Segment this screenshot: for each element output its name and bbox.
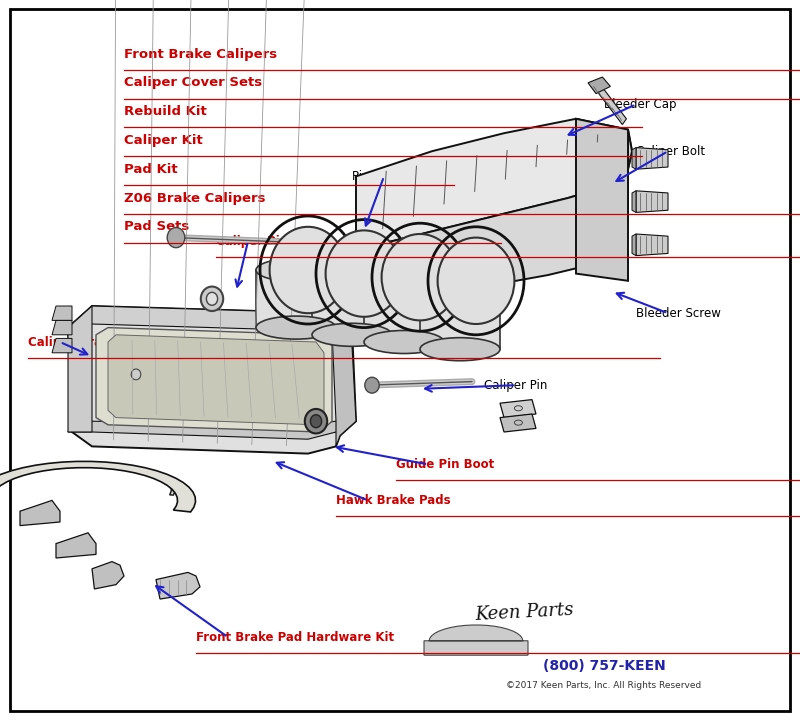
Polygon shape: [636, 191, 668, 212]
Ellipse shape: [256, 258, 336, 282]
Ellipse shape: [420, 280, 500, 303]
Ellipse shape: [305, 409, 327, 433]
Polygon shape: [156, 572, 200, 599]
Polygon shape: [0, 462, 195, 512]
Text: Rebuild Kit: Rebuild Kit: [124, 105, 206, 118]
Polygon shape: [68, 306, 356, 454]
Polygon shape: [632, 148, 636, 169]
Text: Caliper Bolt: Caliper Bolt: [636, 145, 705, 158]
Polygon shape: [68, 306, 92, 432]
Polygon shape: [312, 277, 392, 335]
Text: Hawk Brake Pads: Hawk Brake Pads: [336, 494, 450, 507]
Polygon shape: [364, 284, 444, 342]
Ellipse shape: [126, 364, 146, 385]
Text: Front Brake Pad Hardware Kit: Front Brake Pad Hardware Kit: [196, 631, 394, 644]
Polygon shape: [500, 400, 536, 418]
Text: Caliper Pin: Caliper Pin: [484, 379, 547, 392]
Polygon shape: [56, 533, 96, 558]
Ellipse shape: [312, 323, 392, 346]
Polygon shape: [52, 306, 72, 320]
Ellipse shape: [201, 287, 223, 311]
Text: Caliper Cover Sets: Caliper Cover Sets: [124, 76, 262, 89]
Polygon shape: [68, 306, 352, 346]
Ellipse shape: [326, 230, 402, 317]
Polygon shape: [92, 562, 124, 589]
Text: Z06 Brake Calipers: Z06 Brake Calipers: [124, 192, 266, 204]
Text: Keen Parts: Keen Parts: [474, 600, 574, 624]
Polygon shape: [352, 130, 632, 310]
Polygon shape: [632, 234, 636, 256]
Polygon shape: [20, 500, 60, 526]
Text: Caliper Bracket: Caliper Bracket: [28, 336, 130, 348]
Ellipse shape: [382, 234, 458, 320]
Ellipse shape: [364, 273, 444, 296]
Polygon shape: [576, 119, 628, 281]
Polygon shape: [420, 292, 500, 349]
Polygon shape: [68, 410, 356, 439]
Ellipse shape: [256, 316, 336, 339]
Polygon shape: [632, 191, 636, 212]
Ellipse shape: [167, 228, 185, 248]
Text: (800) 757-KEEN: (800) 757-KEEN: [542, 659, 666, 673]
Polygon shape: [596, 84, 626, 125]
Text: Piston Seal: Piston Seal: [352, 170, 417, 183]
Ellipse shape: [312, 266, 392, 289]
Text: Caliper Piston: Caliper Piston: [216, 235, 309, 248]
Polygon shape: [52, 338, 72, 353]
Text: Bleeder Cap: Bleeder Cap: [604, 98, 677, 111]
Ellipse shape: [131, 369, 141, 380]
Polygon shape: [108, 335, 324, 425]
Ellipse shape: [420, 338, 500, 361]
Polygon shape: [96, 328, 332, 432]
Polygon shape: [0, 462, 175, 495]
Ellipse shape: [206, 292, 218, 305]
Text: Caliper Kit: Caliper Kit: [124, 134, 202, 147]
Polygon shape: [500, 414, 536, 432]
Text: Front Brake Calipers: Front Brake Calipers: [124, 48, 277, 60]
Ellipse shape: [270, 227, 346, 313]
Polygon shape: [424, 625, 528, 655]
Polygon shape: [52, 320, 72, 335]
Polygon shape: [636, 234, 668, 256]
Ellipse shape: [310, 415, 322, 428]
Ellipse shape: [364, 330, 444, 354]
Text: Guide Pin Boot: Guide Pin Boot: [396, 458, 494, 471]
Polygon shape: [332, 313, 356, 446]
Polygon shape: [588, 77, 610, 94]
Text: Pad Kit: Pad Kit: [124, 163, 178, 176]
Text: ©2017 Keen Parts, Inc. All Rights Reserved: ©2017 Keen Parts, Inc. All Rights Reserv…: [506, 681, 702, 690]
Polygon shape: [256, 270, 336, 328]
Polygon shape: [636, 148, 668, 169]
Polygon shape: [356, 119, 632, 248]
Ellipse shape: [438, 238, 514, 324]
Text: Pad Sets: Pad Sets: [124, 220, 190, 233]
Text: Bleeder Screw: Bleeder Screw: [636, 307, 721, 320]
Ellipse shape: [365, 377, 379, 393]
